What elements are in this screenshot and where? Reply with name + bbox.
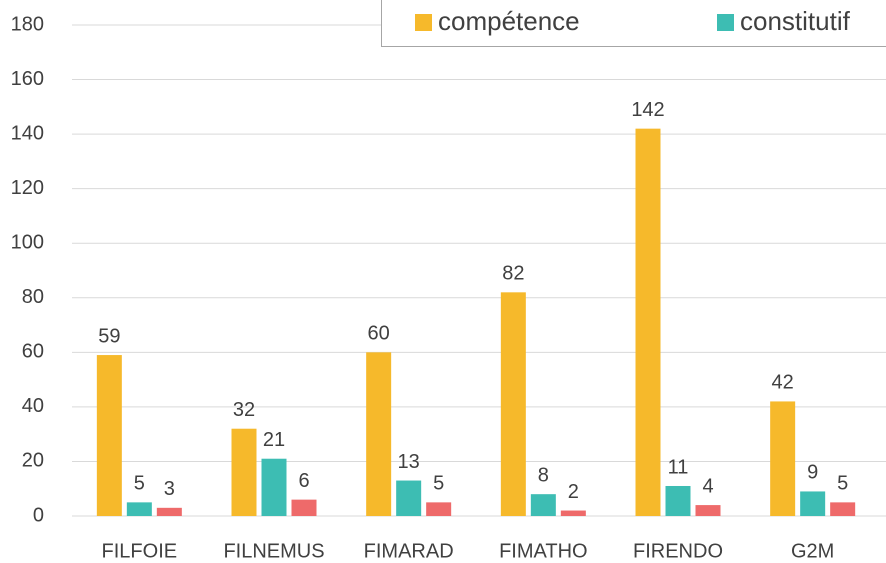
bar <box>770 401 796 516</box>
bar <box>800 491 826 516</box>
x-tick-label: FILNEMUS <box>223 540 324 562</box>
data-label: 82 <box>502 263 524 285</box>
data-label: 42 <box>772 372 794 394</box>
bar <box>96 355 122 516</box>
y-tick-label: 0 <box>33 504 44 526</box>
legend-swatch <box>717 14 734 31</box>
data-label: 9 <box>807 462 818 484</box>
legend-label: compétence <box>438 6 580 36</box>
bar <box>396 480 422 516</box>
data-label: 32 <box>233 399 255 421</box>
data-label: 3 <box>164 478 175 500</box>
y-tick-label: 140 <box>11 122 44 144</box>
x-tick-label: FILFOIE <box>102 540 178 562</box>
bar <box>231 428 257 516</box>
bar <box>635 128 661 516</box>
bar <box>426 502 452 516</box>
y-tick-label: 180 <box>11 13 44 35</box>
data-label: 8 <box>538 464 549 486</box>
x-tick-label: G2M <box>791 540 834 562</box>
x-tick-label: FIMARAD <box>364 540 454 562</box>
bar <box>560 510 586 516</box>
data-label: 5 <box>837 473 848 495</box>
bar <box>126 502 152 516</box>
y-tick-label: 40 <box>22 395 44 417</box>
x-tick-label: FIRENDO <box>633 540 723 562</box>
bar <box>695 505 721 516</box>
bar <box>291 499 317 516</box>
data-label: 142 <box>631 99 664 121</box>
bar <box>500 292 526 516</box>
data-label: 5 <box>433 473 444 495</box>
data-label: 6 <box>298 470 309 492</box>
data-label: 13 <box>398 451 420 473</box>
bar <box>530 494 556 516</box>
data-label: 5 <box>134 473 145 495</box>
bar <box>665 485 691 516</box>
data-label: 4 <box>702 475 713 497</box>
data-label: 2 <box>568 481 579 503</box>
legend-label: constitutif <box>740 6 851 36</box>
data-label: 60 <box>368 323 390 345</box>
y-tick-label: 60 <box>22 341 44 363</box>
bar <box>366 352 392 516</box>
y-tick-label: 120 <box>11 177 44 199</box>
legend-box <box>381 0 886 47</box>
data-label: 21 <box>263 429 285 451</box>
y-tick-label: 160 <box>11 68 44 90</box>
data-label: 59 <box>98 325 120 347</box>
y-tick-label: 80 <box>22 286 44 308</box>
legend-swatch <box>415 14 432 31</box>
bar <box>830 502 856 516</box>
x-tick-label: FIMATHO <box>499 540 588 562</box>
y-tick-label: 20 <box>22 450 44 472</box>
data-label: 11 <box>668 456 689 478</box>
bar <box>261 458 287 516</box>
y-tick-label: 100 <box>11 232 44 254</box>
bar <box>156 507 182 516</box>
